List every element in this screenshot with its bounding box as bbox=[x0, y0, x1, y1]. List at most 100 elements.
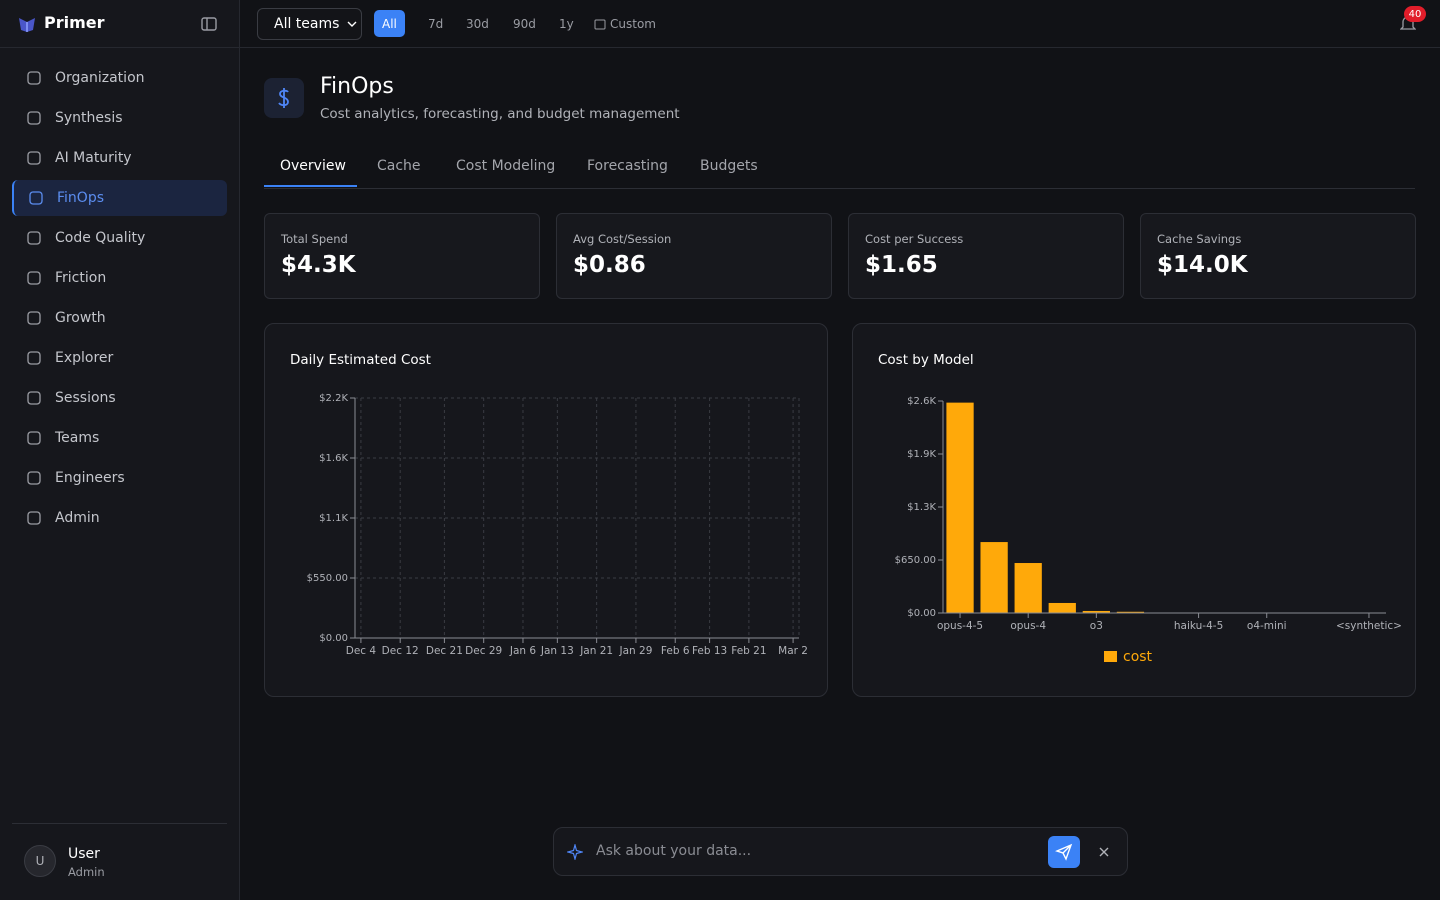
nav-item[interactable]: Admin bbox=[12, 500, 227, 536]
y-tick-label: $1.9K bbox=[907, 449, 936, 460]
chart-title: Cost by Model bbox=[878, 352, 974, 368]
send-icon bbox=[1055, 843, 1073, 861]
kpi-card: Cost per Success $1.65 bbox=[848, 213, 1124, 299]
nav-label: Explorer bbox=[55, 350, 114, 366]
tab[interactable]: Budgets bbox=[700, 158, 758, 174]
range-label: 30d bbox=[466, 16, 489, 31]
page-icon bbox=[264, 78, 304, 118]
kpi-card: Total Spend $4.3K bbox=[264, 213, 540, 299]
kpi-card: Cache Savings $14.0K bbox=[1140, 213, 1416, 299]
x-tick-label: Dec 29 bbox=[465, 645, 502, 657]
brand: Primer bbox=[44, 13, 105, 32]
range-button[interactable]: Custom bbox=[586, 10, 664, 37]
icon-shape bbox=[594, 19, 606, 29]
kpi-value: $14.0K bbox=[1157, 252, 1248, 278]
range-label: 7d bbox=[428, 16, 444, 31]
nav-label: Organization bbox=[55, 70, 145, 86]
nav-label: Engineers bbox=[55, 470, 125, 486]
tab[interactable]: Cache bbox=[377, 158, 421, 174]
nav-icon bbox=[29, 191, 43, 205]
kpi-card: Avg Cost/Session $0.86 bbox=[556, 213, 832, 299]
chevron bbox=[347, 21, 357, 27]
nav-label: AI Maturity bbox=[55, 150, 132, 166]
icon-shape bbox=[27, 351, 41, 365]
nav-item[interactable]: Organization bbox=[12, 60, 227, 96]
send-button[interactable] bbox=[1048, 836, 1080, 868]
nav-icon bbox=[27, 111, 41, 125]
x-tick-label: o4-mini bbox=[1247, 620, 1287, 632]
chart-title: Daily Estimated Cost bbox=[290, 352, 431, 368]
page-subtitle: Cost analytics, forecasting, and budget … bbox=[320, 106, 680, 122]
nav-item[interactable]: Explorer bbox=[12, 340, 227, 376]
y-tick-label: $1.6K bbox=[319, 453, 348, 464]
chat-input[interactable]: Ask about your data... bbox=[596, 843, 752, 859]
icon-shape bbox=[27, 391, 41, 405]
bar bbox=[980, 542, 1008, 613]
nav-icon bbox=[27, 151, 41, 165]
nav-icon bbox=[27, 231, 41, 245]
y-tick-label: $1.1K bbox=[319, 513, 348, 524]
x-tick-label: <synthetic> bbox=[1336, 620, 1402, 632]
bar bbox=[946, 402, 974, 613]
nav-item[interactable]: Growth bbox=[12, 300, 227, 336]
nav-label: Synthesis bbox=[55, 110, 123, 126]
icon-shape bbox=[27, 471, 41, 485]
x-tick-label: Jan 6 bbox=[509, 645, 537, 657]
nav-item[interactable]: Engineers bbox=[12, 460, 227, 496]
nav-icon bbox=[27, 271, 41, 285]
icon-shape bbox=[27, 311, 41, 325]
range-button[interactable]: All bbox=[374, 10, 405, 37]
user-role: Admin bbox=[68, 865, 105, 879]
x-tick-label: Feb 21 bbox=[731, 645, 766, 657]
legend-swatch bbox=[1104, 651, 1117, 662]
x-tick-label: Dec 21 bbox=[426, 645, 463, 657]
y-tick-label: $2.6K bbox=[907, 396, 936, 407]
kpi-label: Cost per Success bbox=[865, 232, 964, 246]
dollar-icon bbox=[278, 88, 289, 108]
range-button[interactable]: 30d bbox=[458, 10, 497, 37]
kpi-label: Avg Cost/Session bbox=[573, 232, 672, 246]
nav-icon bbox=[27, 311, 41, 325]
nav-item[interactable]: Teams bbox=[12, 420, 227, 456]
divider bbox=[12, 823, 227, 824]
nav-item[interactable]: Friction bbox=[12, 260, 227, 296]
range-button[interactable]: 90d bbox=[505, 10, 544, 37]
nav-label: Sessions bbox=[55, 390, 116, 406]
x-tick-label: Dec 4 bbox=[346, 645, 377, 657]
nav-item[interactable]: Synthesis bbox=[12, 100, 227, 136]
chat-box: Ask about your data... bbox=[553, 827, 1128, 876]
range-button[interactable]: 7d bbox=[420, 10, 451, 37]
nav-item[interactable]: AI Maturity bbox=[12, 140, 227, 176]
nav-label: Admin bbox=[55, 510, 100, 526]
x-tick-label: Feb 13 bbox=[692, 645, 727, 657]
collapse-toggle[interactable] bbox=[201, 16, 217, 32]
sparkle-icon bbox=[567, 844, 583, 860]
team-select[interactable]: All teams bbox=[257, 8, 362, 40]
close-button[interactable] bbox=[1099, 847, 1109, 857]
nav-item[interactable]: Code Quality bbox=[12, 220, 227, 256]
nav-item[interactable]: Sessions bbox=[12, 380, 227, 416]
icon-shape bbox=[27, 111, 41, 125]
range-button[interactable]: 1y bbox=[551, 10, 582, 37]
notification-badge: 40 bbox=[1404, 6, 1426, 22]
tab[interactable]: Cost Modeling bbox=[456, 158, 556, 174]
x-tick-label: Dec 12 bbox=[382, 645, 419, 657]
icon-shape bbox=[27, 511, 41, 525]
x-tick-label: Jan 13 bbox=[540, 645, 574, 657]
nav-icon bbox=[27, 471, 41, 485]
x-tick-label: opus-4 bbox=[1010, 620, 1046, 632]
team-select-label: All teams bbox=[274, 16, 340, 32]
bar bbox=[1014, 563, 1042, 613]
tab[interactable]: Overview bbox=[280, 158, 346, 174]
nav-label: Friction bbox=[55, 270, 107, 286]
kpi-value: $0.86 bbox=[573, 252, 646, 278]
tab[interactable]: Forecasting bbox=[587, 158, 668, 174]
y-tick-label: $1.3K bbox=[907, 502, 936, 513]
x-tick-label: Mar 2 bbox=[778, 645, 808, 657]
avatar[interactable]: U bbox=[24, 845, 56, 877]
range-label: 1y bbox=[559, 16, 574, 31]
nav-label: FinOps bbox=[57, 190, 104, 206]
tab-underline bbox=[264, 185, 357, 187]
nav-item[interactable]: FinOps bbox=[12, 180, 227, 216]
x-tick-label: Feb 6 bbox=[661, 645, 690, 657]
